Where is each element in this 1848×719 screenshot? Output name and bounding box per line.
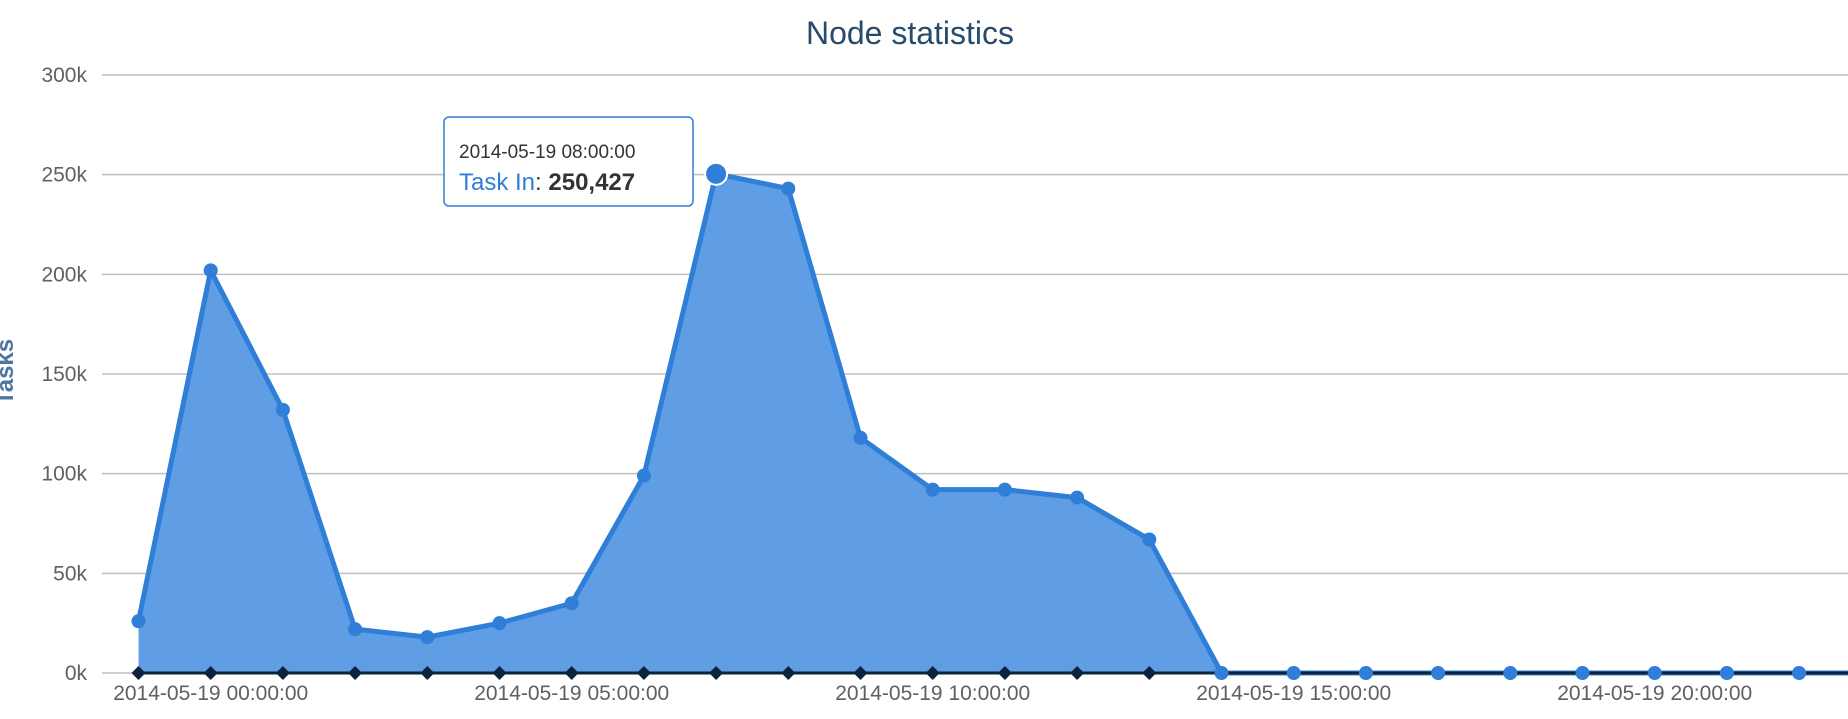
task-in-point bbox=[204, 263, 218, 277]
task-in-point bbox=[565, 596, 579, 610]
tooltip: 2014-05-19 08:00:00 Task In: 250,427 bbox=[444, 117, 693, 206]
plot-area bbox=[132, 163, 1848, 680]
task-in-point bbox=[1359, 666, 1373, 680]
tooltip-series-name: Task In bbox=[459, 169, 535, 196]
task-in-area-fill bbox=[139, 174, 1848, 673]
y-tick-label: 100k bbox=[41, 463, 87, 486]
task-in-point bbox=[1070, 491, 1084, 505]
task-in-point bbox=[1142, 532, 1156, 546]
task-in-point bbox=[637, 469, 651, 483]
tooltip-value: 250,427 bbox=[548, 169, 635, 196]
task-in-point bbox=[420, 630, 434, 644]
y-tick-label: 300k bbox=[41, 64, 87, 87]
x-tick-label: 2014-05-19 10:00:00 bbox=[835, 682, 1030, 705]
task-in-point bbox=[926, 483, 940, 497]
task-in-point bbox=[132, 614, 146, 628]
task-in-point bbox=[348, 622, 362, 636]
y-tick-label: 250k bbox=[41, 164, 87, 187]
x-tick-label: 2014-05-19 00:00:00 bbox=[113, 682, 308, 705]
x-axis-tick-labels: 2014-05-19 00:00:00 2014-05-19 05:00:00 20… bbox=[113, 682, 1752, 705]
y-tick-label: 0k bbox=[65, 662, 88, 685]
task-in-point bbox=[854, 431, 868, 445]
task-in-point bbox=[1576, 666, 1590, 680]
task-in-point bbox=[1431, 666, 1445, 680]
y-tick-label: 50k bbox=[53, 562, 87, 585]
task-in-point bbox=[1215, 666, 1229, 680]
y-axis-tick-labels: 0k 50k 100k 150k 200k 250k 300k bbox=[41, 64, 87, 685]
task-in-point bbox=[276, 403, 290, 417]
tooltip-line: Task In: 250,427 bbox=[459, 169, 635, 196]
task-in-point bbox=[1720, 666, 1734, 680]
task-in-point bbox=[1648, 666, 1662, 680]
task-in-point bbox=[998, 483, 1012, 497]
x-tick-label: 2014-05-19 15:00:00 bbox=[1196, 682, 1391, 705]
tooltip-colon: : bbox=[535, 169, 548, 196]
x-tick-label: 2014-05-19 05:00:00 bbox=[474, 682, 669, 705]
y-tick-label: 150k bbox=[41, 363, 87, 386]
x-tick-label: 2014-05-19 20:00:00 bbox=[1557, 682, 1752, 705]
task-in-point bbox=[1792, 666, 1806, 680]
chart-title: Node statistics bbox=[806, 15, 1014, 51]
tooltip-date: 2014-05-19 08:00:00 bbox=[459, 142, 635, 163]
task-in-point bbox=[1503, 666, 1517, 680]
task-in-point bbox=[1287, 666, 1301, 680]
y-axis-label: Tasks bbox=[0, 339, 19, 405]
task-in-point-highlighted bbox=[705, 163, 727, 185]
y-tick-label: 200k bbox=[41, 263, 87, 286]
task-in-point bbox=[781, 182, 795, 196]
task-in-point bbox=[493, 616, 507, 630]
